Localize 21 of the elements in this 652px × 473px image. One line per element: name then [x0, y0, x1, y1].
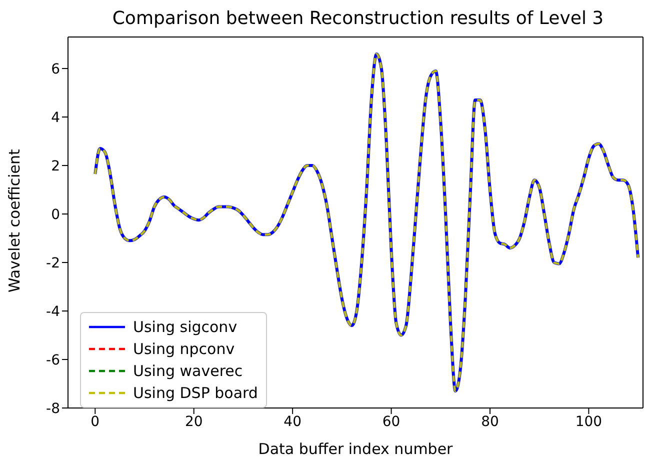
legend-label: Using npconv	[133, 339, 235, 360]
x-tick-label: 40	[284, 414, 302, 430]
legend-label: Using sigconv	[133, 317, 238, 338]
y-tick-label: -2	[46, 255, 60, 272]
y-tick-label: 6	[51, 61, 60, 78]
legend-label: Using waverec	[133, 361, 243, 382]
y-tick-label: 0	[51, 206, 60, 223]
y-tick-label: 4	[51, 110, 60, 126]
x-axis-title: Data buffer index number	[258, 440, 454, 458]
x-tick-label: 60	[382, 414, 400, 430]
chart-title: Comparison between Reconstruction results of Level 3	[111, 8, 605, 31]
x-tick-label: 100	[575, 414, 602, 430]
y-tick-label: -4	[46, 304, 60, 320]
y-tick-label: -8	[46, 400, 60, 417]
x-tick-label: 20	[184, 414, 203, 430]
x-tick-label: 0	[90, 414, 100, 430]
x-tick-label: 80	[481, 414, 499, 430]
y-axis-title: Wavelet coefficient	[5, 148, 24, 292]
legend-label: Using DSP board	[133, 383, 258, 404]
y-tick-label: 2	[51, 158, 60, 174]
y-tick-label: -6	[46, 352, 60, 368]
